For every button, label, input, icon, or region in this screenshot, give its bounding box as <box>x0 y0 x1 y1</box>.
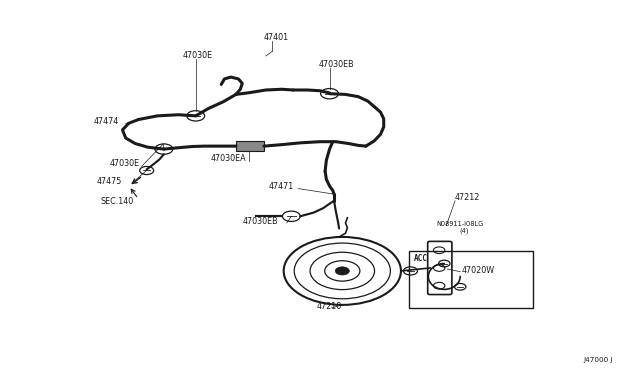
Text: J47000 J: J47000 J <box>584 357 613 363</box>
Text: 47401: 47401 <box>264 33 289 42</box>
Text: 47210: 47210 <box>317 302 342 311</box>
Bar <box>236 141 264 151</box>
Text: 47471: 47471 <box>269 182 294 191</box>
Text: 47030E: 47030E <box>183 51 213 60</box>
Bar <box>409 251 534 308</box>
Text: (4): (4) <box>459 227 468 234</box>
Text: 47030EB: 47030EB <box>243 217 278 226</box>
Text: 47474: 47474 <box>94 117 119 126</box>
Circle shape <box>335 267 349 275</box>
Text: 47030E: 47030E <box>109 160 140 169</box>
Text: 47475: 47475 <box>97 177 122 186</box>
Text: N08911-i08LG: N08911-i08LG <box>436 221 484 227</box>
Text: ACC: ACC <box>414 254 428 263</box>
Text: 47212: 47212 <box>455 193 481 202</box>
Text: 47030EA: 47030EA <box>211 154 246 163</box>
Text: SEC.140: SEC.140 <box>100 198 133 206</box>
Text: 47030EB: 47030EB <box>319 60 355 69</box>
Text: 47020W: 47020W <box>461 266 495 275</box>
